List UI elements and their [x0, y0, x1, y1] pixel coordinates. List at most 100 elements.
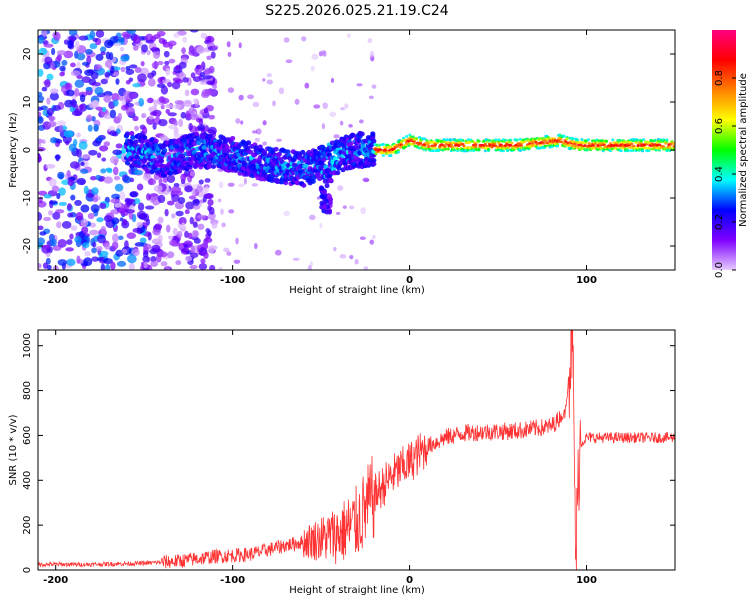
spectrogram-cell [55, 138, 63, 144]
spectrogram-cell [159, 134, 168, 141]
spectrogram-cell [375, 143, 379, 147]
spectrogram-cell [103, 141, 111, 147]
spectrogram-cell [139, 237, 147, 244]
spectrogram-cell [349, 255, 354, 260]
spectrogram-cell [51, 47, 56, 56]
spectrogram-cell [154, 223, 163, 230]
colorbar-tick-label: 0.2 [714, 214, 725, 230]
spectrogram-cell [204, 186, 210, 194]
spectrogram-cell [38, 47, 48, 56]
spectrogram-cell [100, 78, 108, 85]
spectrogram-cell [301, 183, 307, 188]
spectrogram-cell [173, 32, 180, 38]
spectrogram-cell [193, 131, 200, 137]
spectrogram-cell [132, 83, 141, 88]
spectrogram-cell [252, 158, 258, 164]
spectrogram-cell [321, 123, 326, 130]
spectrogram-cell [276, 138, 282, 142]
spectrogram-cell [507, 145, 511, 149]
spectrogram-cell [38, 237, 45, 246]
spectrogram-cell [139, 213, 147, 220]
spectrogram-cell [112, 99, 119, 107]
spectrogram-cell [640, 149, 645, 153]
spectrogram-cell [197, 223, 205, 230]
spectrogram-cell [247, 94, 255, 100]
spectrogram-cell [321, 189, 327, 195]
spectrogram-cell [211, 221, 218, 229]
spectrogram-cell [111, 233, 119, 243]
spectrogram-cell [196, 185, 204, 193]
spectrogram-cell [210, 164, 217, 169]
spectrogram-cell [307, 265, 312, 270]
spectrogram-cell [181, 222, 186, 231]
spectrogram-cell [90, 176, 97, 181]
spectrogram-cell [197, 124, 206, 131]
spectrogram-cell [125, 68, 135, 75]
colorbar-gradient [712, 30, 736, 270]
spectrogram-cell [64, 99, 74, 108]
spectrogram-cell [128, 77, 134, 82]
spectrogram-cell [113, 175, 121, 181]
spectrogram-cell [87, 212, 95, 220]
spectrogram-cell [92, 140, 101, 147]
spectrogram-cell [207, 126, 217, 135]
spectrogram-cell [359, 131, 365, 137]
spectrogram-cell [111, 93, 120, 102]
spectrogram-cell [443, 145, 447, 149]
spectrogram-cell [67, 40, 74, 49]
snr-x-tick-label: -100 [220, 575, 245, 586]
spectrogram-cell [91, 247, 97, 254]
spectrogram-cell [190, 88, 200, 96]
spectrogram-cell [354, 258, 359, 265]
spectrogram-cell [538, 143, 543, 147]
spectrogram-cell [176, 168, 183, 174]
spectrogram-cell [47, 120, 57, 128]
spectrogram-cell [166, 251, 175, 259]
spectrogram-cell [611, 147, 615, 151]
spectrogram-cell [266, 73, 273, 78]
spectrogram-cell [559, 137, 563, 141]
spectrogram-cell [124, 131, 131, 137]
spectrogram-cell [369, 50, 375, 58]
spectrogram-cell [192, 76, 202, 83]
spectrogram-cell [83, 257, 93, 267]
spectrogram-cell [71, 110, 82, 117]
spectrogram-cell [106, 168, 113, 174]
spectrogram-cell [506, 149, 510, 152]
spectrogram-cell [185, 201, 195, 210]
spectrogram-cell [212, 84, 218, 90]
spectrogram-cell [133, 198, 141, 205]
spectrogram-cell [333, 134, 340, 139]
spectrogram-cell [145, 205, 155, 210]
spectrogram-cell [152, 228, 161, 236]
spectrogram-cell [190, 113, 199, 121]
spectrogram-cell [329, 111, 337, 117]
spectrogram-cell [84, 48, 93, 55]
spectrogram-cell [46, 107, 55, 116]
spectrogram-cell [147, 78, 156, 87]
spectrogram-cell [322, 102, 328, 109]
spectrogram-cell [262, 78, 266, 82]
spectrogram-cell [180, 111, 186, 119]
spectrogram-cell [76, 177, 87, 186]
spectrogram-cell [89, 30, 96, 39]
spectrogram-cell [188, 195, 197, 200]
spectrogram-cell [328, 177, 334, 183]
spectrogram-cell [163, 50, 170, 58]
spectrogram-cell [446, 147, 450, 151]
spectrogram-cell [348, 205, 355, 210]
spectrogram-cell [333, 246, 337, 252]
spectrogram-cell [335, 170, 341, 176]
spectrogram-cell [522, 140, 527, 144]
spectrogram-cell [427, 145, 431, 148]
spectrogram-cell [138, 97, 145, 107]
spectrogram-cell [319, 186, 325, 192]
spectrogram-cell [369, 142, 375, 148]
spectrogram-cell [127, 151, 133, 157]
spectrogram-cell [42, 30, 48, 37]
spectrogram-cell [150, 47, 160, 52]
spectrogram-cell [146, 50, 151, 56]
spectrogram-cell [43, 194, 52, 199]
spectrogram-cell [89, 43, 98, 50]
